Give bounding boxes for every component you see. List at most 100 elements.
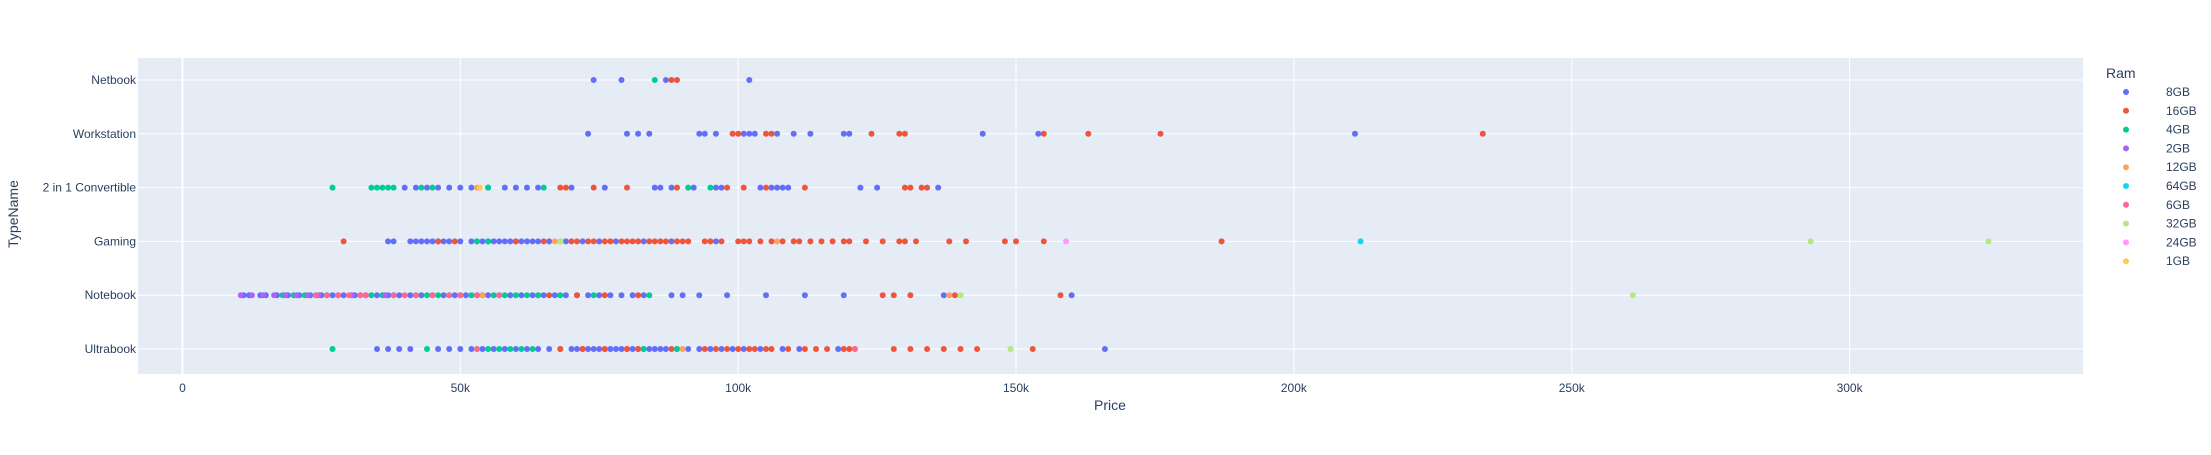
data-point[interactable]: [562, 238, 569, 245]
data-point[interactable]: [457, 346, 464, 352]
data-point[interactable]: [696, 292, 703, 299]
data-point[interactable]: [574, 238, 580, 245]
data-point[interactable]: [840, 130, 847, 137]
legend-item-32GB[interactable]: 32GB: [2123, 217, 2197, 231]
data-point[interactable]: [535, 292, 542, 299]
data-point[interactable]: [1629, 292, 1636, 299]
data-point[interactable]: [779, 238, 786, 245]
data-point[interactable]: [551, 292, 558, 299]
data-point[interactable]: [1040, 130, 1047, 137]
data-point[interactable]: [557, 184, 564, 191]
data-point[interactable]: [740, 130, 747, 137]
data-point[interactable]: [601, 238, 608, 245]
data-point[interactable]: [624, 130, 630, 137]
data-point[interactable]: [868, 130, 875, 137]
data-point[interactable]: [446, 346, 453, 352]
data-point[interactable]: [901, 184, 908, 191]
data-point[interactable]: [846, 130, 853, 137]
data-point[interactable]: [446, 184, 453, 191]
data-point[interactable]: [607, 346, 614, 352]
data-point[interactable]: [535, 238, 542, 245]
data-point[interactable]: [840, 292, 847, 299]
data-point[interactable]: [801, 346, 808, 352]
data-point[interactable]: [1218, 238, 1225, 245]
legend-item-8GB[interactable]: 8GB: [2123, 85, 2190, 99]
data-point[interactable]: [485, 238, 492, 245]
data-point[interactable]: [740, 184, 747, 191]
data-point[interactable]: [712, 130, 719, 137]
data-point[interactable]: [518, 346, 525, 352]
data-point[interactable]: [746, 130, 753, 137]
data-point[interactable]: [679, 238, 686, 245]
data-point[interactable]: [618, 77, 625, 83]
data-point[interactable]: [271, 292, 278, 299]
data-point[interactable]: [774, 238, 781, 245]
data-point[interactable]: [490, 238, 497, 245]
data-point[interactable]: [418, 184, 425, 191]
data-point[interactable]: [796, 346, 803, 352]
data-point[interactable]: [768, 184, 775, 191]
data-point[interactable]: [557, 292, 564, 299]
data-point[interactable]: [412, 238, 419, 245]
data-point[interactable]: [446, 292, 453, 299]
data-point[interactable]: [768, 346, 775, 352]
data-point[interactable]: [374, 292, 380, 299]
data-point[interactable]: [368, 292, 375, 299]
data-point[interactable]: [451, 292, 458, 299]
data-point[interactable]: [624, 184, 630, 191]
data-point[interactable]: [735, 238, 742, 245]
series-64GB[interactable]: [1357, 238, 1364, 245]
data-point[interactable]: [374, 184, 380, 191]
data-point[interactable]: [768, 238, 775, 245]
data-point[interactable]: [629, 346, 636, 352]
data-point[interactable]: [546, 292, 553, 299]
data-point[interactable]: [362, 292, 369, 299]
legend-item-16GB[interactable]: 16GB: [2123, 104, 2197, 118]
data-point[interactable]: [474, 292, 480, 299]
data-point[interactable]: [540, 184, 547, 191]
data-point[interactable]: [435, 238, 442, 245]
data-point[interactable]: [724, 292, 731, 299]
data-point[interactable]: [579, 346, 586, 352]
data-point[interactable]: [1985, 238, 1992, 245]
data-point[interactable]: [840, 346, 847, 352]
data-point[interactable]: [879, 292, 886, 299]
data-point[interactable]: [468, 292, 475, 299]
data-point[interactable]: [368, 184, 375, 191]
data-point[interactable]: [507, 238, 514, 245]
data-point[interactable]: [568, 346, 575, 352]
data-point[interactable]: [651, 238, 658, 245]
data-point[interactable]: [785, 346, 792, 352]
data-point[interactable]: [763, 346, 769, 352]
data-point[interactable]: [574, 346, 580, 352]
data-point[interactable]: [901, 130, 908, 137]
data-point[interactable]: [524, 184, 530, 191]
data-point[interactable]: [485, 346, 492, 352]
data-point[interactable]: [590, 77, 597, 83]
data-point[interactable]: [590, 346, 597, 352]
series-32GB[interactable]: [557, 238, 1992, 352]
data-point[interactable]: [468, 346, 475, 352]
data-point[interactable]: [501, 238, 508, 245]
data-point[interactable]: [340, 292, 347, 299]
data-point[interactable]: [418, 238, 425, 245]
data-point[interactable]: [490, 292, 497, 299]
data-point[interactable]: [951, 292, 958, 299]
data-point[interactable]: [740, 346, 747, 352]
data-point[interactable]: [757, 184, 764, 191]
data-point[interactable]: [490, 346, 497, 352]
data-point[interactable]: [585, 292, 592, 299]
data-point[interactable]: [657, 184, 664, 191]
data-point[interactable]: [1029, 346, 1036, 352]
data-point[interactable]: [657, 238, 664, 245]
data-point[interactable]: [382, 292, 389, 299]
data-point[interactable]: [574, 292, 580, 299]
data-point[interactable]: [385, 346, 392, 352]
data-point[interactable]: [596, 238, 603, 245]
data-point[interactable]: [807, 130, 814, 137]
data-point[interactable]: [357, 292, 364, 299]
data-point[interactable]: [1101, 346, 1108, 352]
data-point[interactable]: [879, 238, 886, 245]
data-point[interactable]: [818, 238, 825, 245]
data-point[interactable]: [590, 292, 597, 299]
